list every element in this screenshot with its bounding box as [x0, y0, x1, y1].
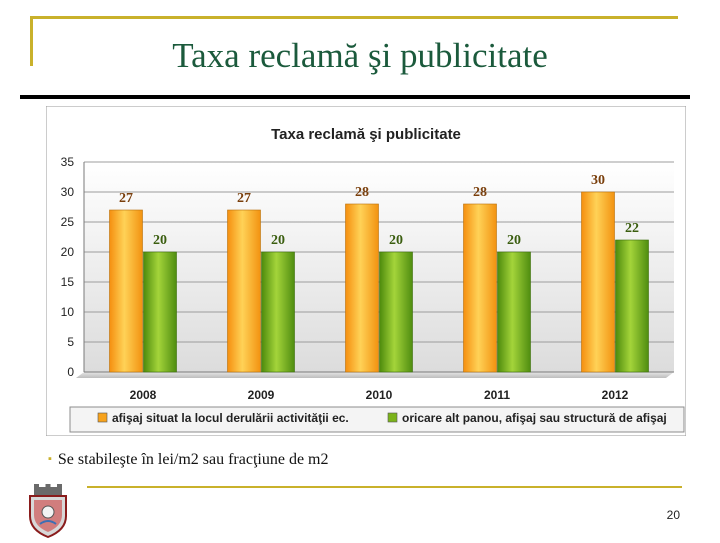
- data-label: 28: [355, 185, 369, 200]
- data-label: 20: [153, 233, 167, 248]
- y-tick-label: 0: [67, 365, 74, 379]
- slide-title: Taxa reclamă şi publicitate: [172, 36, 548, 75]
- data-label: 27: [119, 191, 133, 206]
- y-tick-label: 20: [61, 245, 75, 259]
- y-tick-label: 30: [61, 185, 75, 199]
- bar-series1-2012: [581, 191, 615, 373]
- title-frame-left: [30, 16, 33, 66]
- chart-title: Taxa reclamă şi publicitate: [271, 126, 461, 143]
- page-number: 20: [666, 508, 680, 522]
- bar-series2-2008: [143, 251, 177, 373]
- plot-area: [84, 162, 674, 372]
- legend-swatch: [387, 412, 398, 423]
- x-tick-label: 2012: [602, 388, 629, 402]
- data-label: 20: [389, 233, 403, 248]
- y-tick-label: 10: [61, 305, 75, 319]
- data-label: 30: [591, 173, 605, 188]
- title-rule: [20, 95, 690, 99]
- bar-series1-2010: [345, 203, 379, 373]
- bar-series2-2009: [261, 251, 295, 373]
- title-frame-top: [30, 16, 678, 19]
- footer-rule: [87, 486, 682, 488]
- data-label: 27: [237, 191, 251, 206]
- bullet-point: ▪ Se stabileşte în lei/m2 sau fracţiune d…: [48, 451, 329, 469]
- legend-swatch: [97, 412, 108, 423]
- chart: 0 5 10 15 20 25 30 35 27 20 2008 27 20 2009 28 20 2010 28…: [46, 106, 686, 436]
- bar-series1-2008: [109, 209, 143, 373]
- data-label: 28: [473, 185, 487, 200]
- bar-series2-2011: [497, 251, 531, 373]
- bar-series1-2009: [227, 209, 261, 373]
- plot-floor: [76, 372, 674, 378]
- data-label: 20: [271, 233, 285, 248]
- city-coat-of-arms-icon: [26, 484, 70, 543]
- x-tick-label: 2009: [248, 388, 275, 402]
- data-label: 22: [625, 221, 639, 236]
- bar-series2-2012: [615, 239, 649, 373]
- x-tick-label: 2011: [484, 388, 510, 402]
- legend-label: afişaj situat la locul derulării activit…: [112, 411, 349, 425]
- y-tick-label: 25: [61, 215, 75, 229]
- y-tick-label: 35: [61, 155, 75, 169]
- x-tick-label: 2008: [130, 388, 157, 402]
- bar-series2-2010: [379, 251, 413, 373]
- legend-box: [69, 406, 685, 433]
- x-tick-label: 2010: [366, 388, 393, 402]
- bullet-text: Se stabileşte în lei/m2 sau fracţiune de…: [57, 451, 329, 468]
- y-tick-label: 5: [67, 335, 74, 349]
- bar-series1-2011: [463, 203, 497, 373]
- bullet-icon: ▪: [48, 453, 52, 465]
- y-tick-label: 15: [61, 275, 75, 289]
- data-label: 20: [507, 233, 521, 248]
- legend-label: oricare alt panou, afişaj sau structură …: [402, 411, 667, 425]
